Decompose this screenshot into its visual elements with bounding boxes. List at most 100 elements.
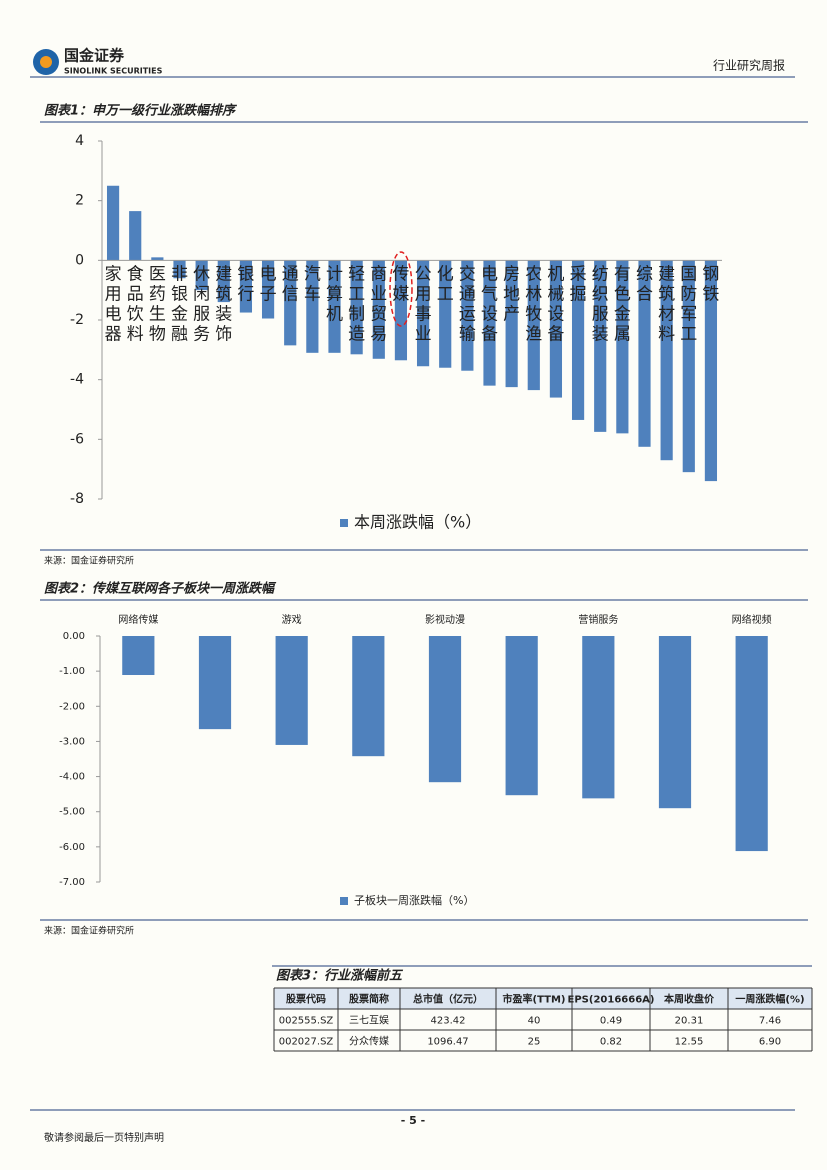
- x-tick-char: 械: [547, 284, 564, 304]
- x-tick-label: 游戏: [282, 613, 302, 626]
- y-tick-label: 4: [75, 133, 84, 149]
- x-tick-char: 气: [481, 284, 498, 304]
- x-tick-label: 采掘: [570, 264, 587, 304]
- bar: [439, 260, 452, 368]
- disclaimer: 敬请参阅最后一页特别声明: [44, 1131, 164, 1144]
- bar: [594, 260, 607, 432]
- x-tick-char: 农: [525, 264, 542, 284]
- x-tick-char: 金: [614, 304, 631, 324]
- y-tick-label: -3.00: [59, 736, 85, 747]
- x-tick-label: 综合: [636, 264, 653, 304]
- x-tick-label: 计算机: [326, 264, 343, 324]
- x-tick-char: 非: [171, 264, 188, 284]
- x-tick-label: 传媒: [392, 264, 409, 304]
- x-tick-char: 铁: [702, 284, 719, 304]
- x-tick-label: 房地产: [503, 264, 520, 324]
- x-tick-char: 行: [237, 284, 254, 304]
- bar: [328, 260, 341, 353]
- y-tick-label: -2: [70, 312, 84, 328]
- x-tick-char: 品: [127, 284, 144, 304]
- x-tick-char: 林: [525, 284, 542, 304]
- x-tick-label: 汽车: [304, 264, 321, 304]
- x-tick-char: 轻: [348, 264, 365, 284]
- table-cell: 0.49: [600, 1016, 622, 1027]
- x-tick-char: 色: [614, 284, 631, 304]
- x-tick-label: 非银金融: [171, 264, 188, 344]
- x-tick-char: 事: [415, 304, 432, 324]
- x-tick-char: 食: [127, 264, 144, 284]
- x-tick-label: 建筑材料: [658, 264, 675, 344]
- x-tick-char: 料: [127, 324, 144, 344]
- x-tick-char: 筑: [215, 284, 232, 304]
- table-header-bg: [274, 988, 812, 1009]
- x-tick-char: 公: [415, 264, 432, 284]
- x-tick-label: 休闲服务: [193, 264, 210, 344]
- table-cell: 12.55: [675, 1037, 704, 1048]
- legend-swatch: [340, 519, 348, 527]
- x-tick-char: 休: [193, 264, 210, 284]
- x-tick-char: 工: [348, 284, 365, 304]
- x-tick-label: 交通运输: [459, 264, 476, 344]
- bar: [638, 260, 651, 447]
- x-tick-char: 牧: [525, 304, 542, 324]
- x-tick-char: 运: [459, 304, 476, 324]
- x-tick-char: 传: [392, 264, 409, 284]
- x-tick-char: 采: [570, 264, 587, 284]
- x-tick-char: 造: [348, 324, 365, 344]
- x-tick-label: 建筑装饰: [215, 264, 232, 344]
- x-tick-char: 生: [149, 304, 166, 324]
- bar: [198, 636, 232, 730]
- x-tick-char: 合: [636, 284, 653, 304]
- x-tick-char: 医: [149, 264, 166, 284]
- table-cell: 40: [528, 1016, 541, 1027]
- x-tick-char: 机: [547, 264, 564, 284]
- x-tick-char: 计: [326, 264, 343, 284]
- bar: [682, 260, 695, 473]
- x-tick-char: 融: [171, 324, 188, 344]
- table-header-cell: EPS(2016666A): [568, 995, 655, 1006]
- x-tick-char: 工: [680, 324, 697, 344]
- x-tick-char: 电: [260, 264, 277, 284]
- x-tick-char: 工: [437, 284, 454, 304]
- logo-icon-inner: [40, 56, 52, 68]
- x-tick-char: 机: [326, 304, 343, 324]
- bar: [352, 636, 385, 757]
- x-tick-char: 贸: [370, 304, 387, 324]
- x-tick-char: 装: [592, 324, 609, 344]
- x-tick-char: 易: [370, 324, 387, 344]
- figure-title: 图表1：申万一级行业涨跌幅排序: [44, 103, 238, 119]
- bar: [284, 260, 297, 346]
- y-tick-label: -5.00: [59, 807, 85, 818]
- x-tick-char: 地: [503, 284, 520, 304]
- bar: [217, 260, 230, 303]
- x-tick-char: 设: [547, 304, 564, 324]
- bar: [122, 636, 155, 676]
- bar: [505, 636, 538, 796]
- x-tick-char: 有: [614, 264, 631, 284]
- x-tick-char: 房: [503, 264, 520, 284]
- bar: [416, 260, 430, 367]
- x-tick-label: 医药生物: [149, 264, 166, 344]
- bar: [275, 636, 308, 745]
- table-cell: 0.82: [600, 1037, 622, 1048]
- bar: [106, 185, 120, 261]
- bar: [658, 636, 692, 809]
- x-tick-char: 产: [503, 304, 520, 324]
- x-tick-char: 用: [105, 284, 122, 304]
- logo-cn: 国金证券: [64, 47, 125, 65]
- x-tick-label: 轻工制造: [348, 264, 365, 344]
- x-tick-label: 农林牧渔: [525, 264, 542, 344]
- x-tick-char: 闲: [193, 284, 210, 304]
- x-tick-char: 银: [171, 284, 188, 304]
- x-tick-char: 纺: [592, 264, 609, 284]
- page-number: - 5 -: [401, 1114, 425, 1127]
- x-tick-label: 影视动漫: [425, 613, 465, 626]
- x-tick-label: 商业贸易: [370, 264, 387, 344]
- x-tick-char: 备: [547, 324, 564, 344]
- x-tick-char: 饰: [215, 324, 232, 344]
- y-tick-label: -4.00: [59, 772, 85, 783]
- x-tick-label: 通信: [282, 264, 299, 304]
- table-header-cell: 一周涨跌幅(%): [735, 993, 804, 1006]
- table-header-cell: 本周收盘价: [664, 993, 715, 1006]
- y-tick-label: -6.00: [59, 842, 85, 853]
